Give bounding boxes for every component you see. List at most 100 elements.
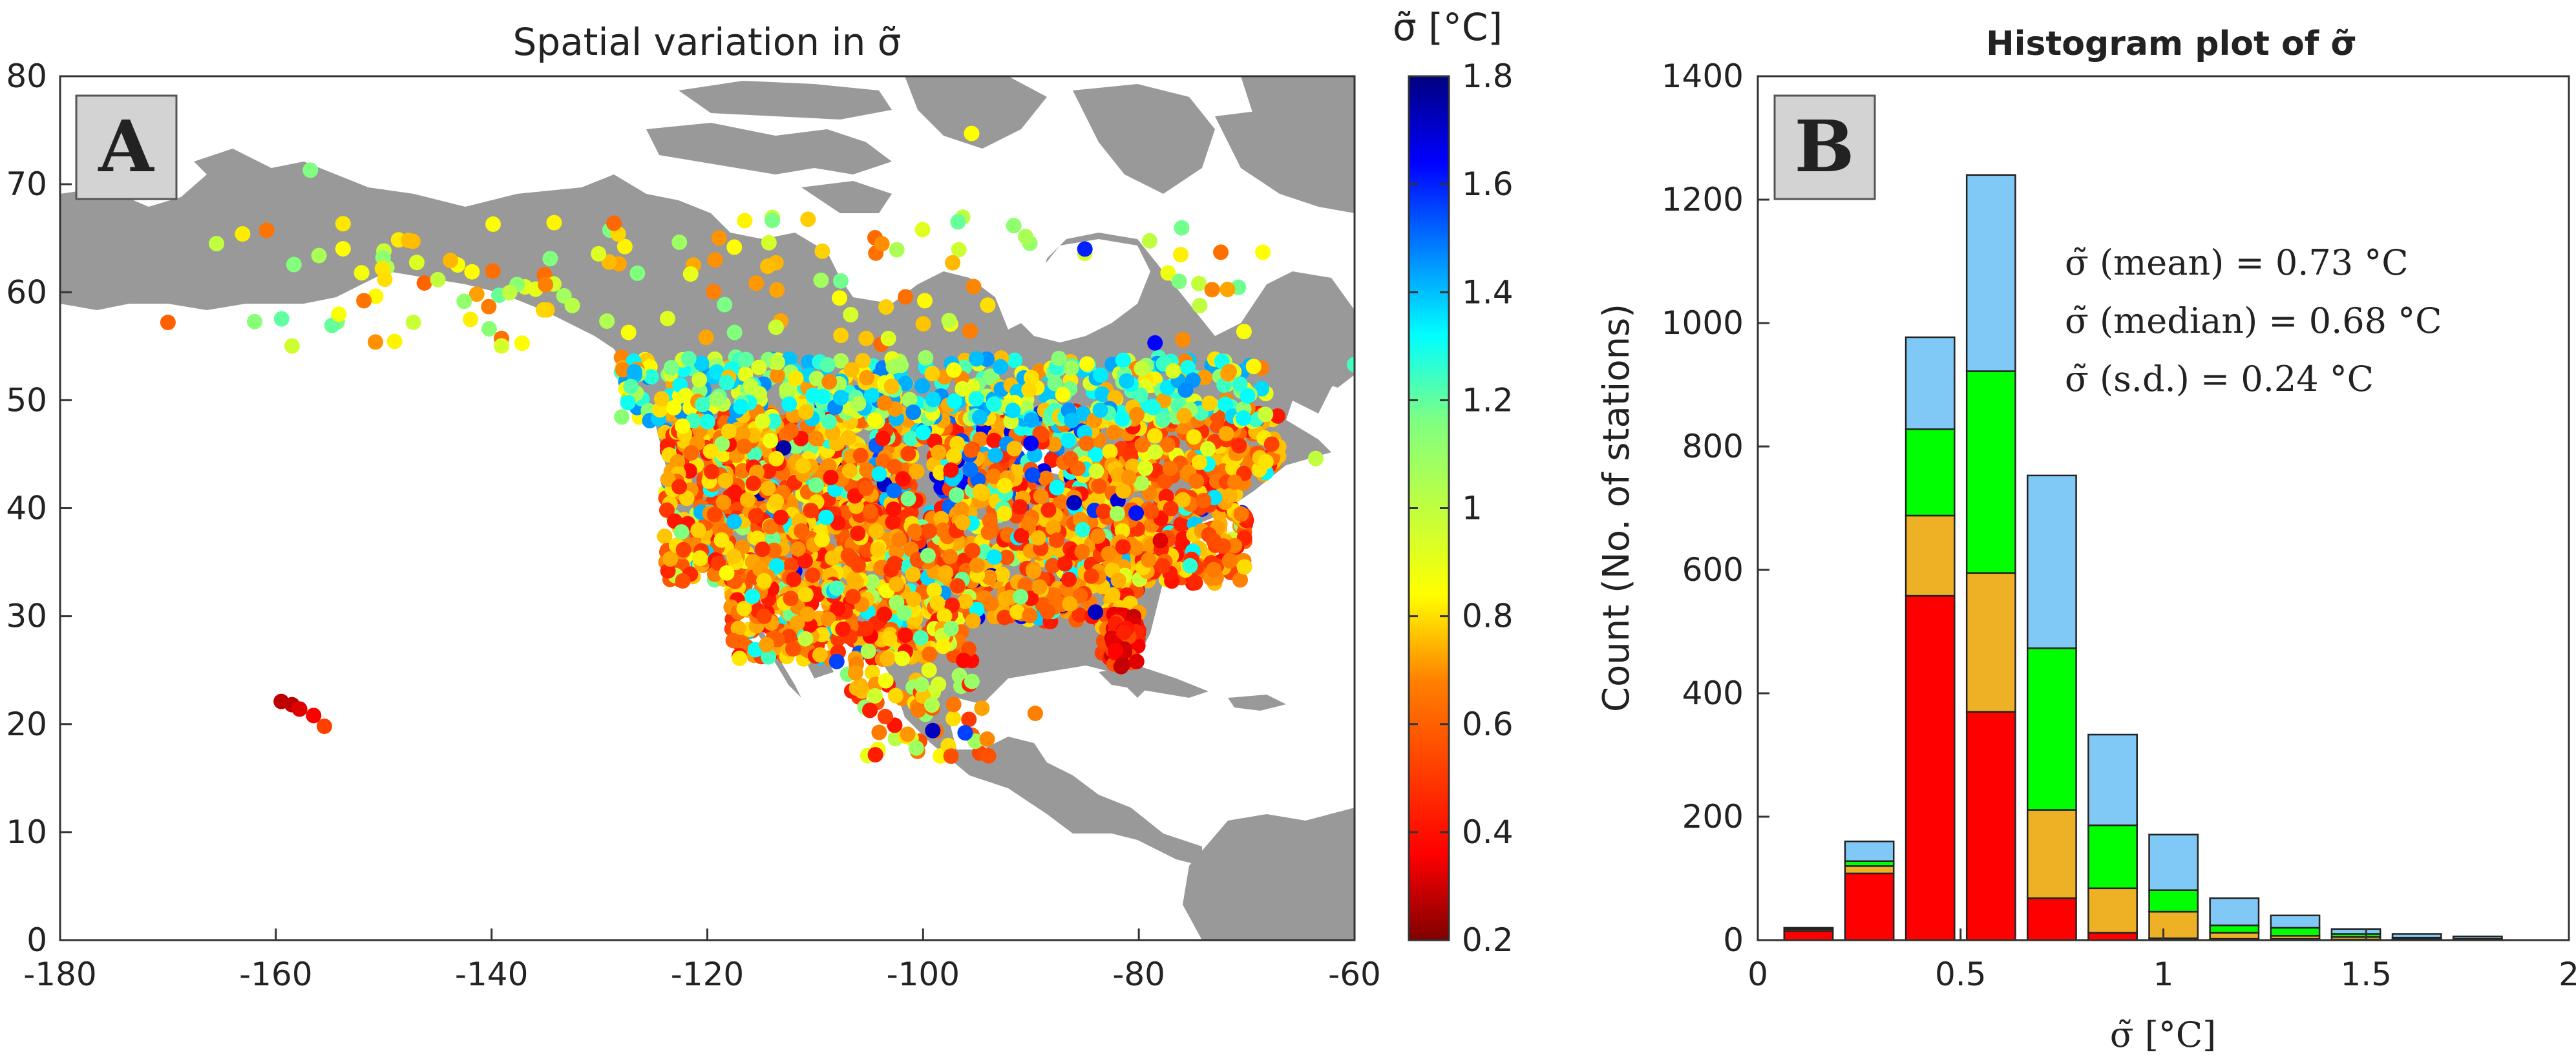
station-point [335, 241, 351, 257]
station-point [863, 387, 880, 403]
hist-bar-segment [1965, 174, 2016, 372]
station-point [814, 243, 830, 259]
station-point [1174, 220, 1190, 236]
station-point [1141, 552, 1157, 568]
station-point [821, 414, 837, 430]
station-point [997, 477, 1013, 494]
hist-bar-segment [2027, 897, 2077, 941]
station-point [1155, 412, 1171, 428]
station-point [1115, 539, 1131, 555]
station-point [1132, 387, 1148, 403]
station-point [1024, 467, 1040, 483]
station-point [481, 299, 497, 315]
station-point [1051, 350, 1067, 366]
station-point [786, 571, 802, 587]
station-point [980, 748, 997, 764]
station-point [1072, 587, 1088, 603]
colorbar-tick-label: 1.6 [1462, 165, 1514, 203]
station-point [709, 391, 725, 407]
station-point [675, 541, 692, 558]
colorbar-tick-label: 0.6 [1462, 706, 1514, 743]
station-point [695, 397, 711, 413]
station-point [835, 621, 851, 637]
station-point [1186, 429, 1202, 445]
station-point [781, 396, 797, 412]
station-point [542, 251, 558, 267]
station-point [754, 541, 770, 558]
station-point [1007, 352, 1023, 368]
station-point [812, 647, 828, 663]
hist-bar-segment [2027, 809, 2077, 899]
station-point [966, 278, 982, 295]
station-point [1254, 381, 1270, 397]
station-point [945, 710, 962, 726]
map-ytick-label: 20 [6, 706, 47, 743]
station-point [898, 289, 914, 305]
station-point [998, 549, 1015, 565]
station-point [709, 364, 725, 380]
station-point [1121, 469, 1137, 485]
hist-bar-segment [1905, 594, 1956, 941]
station-point [953, 501, 969, 517]
station-point [1232, 572, 1249, 588]
hist-xtick-label: 2 [2559, 956, 2576, 993]
station-point [1146, 428, 1163, 444]
station-point [1049, 479, 1065, 496]
station-point [1160, 265, 1176, 281]
station-point [886, 483, 902, 499]
station-point [986, 396, 1002, 412]
station-point [761, 235, 777, 251]
station-point [850, 395, 867, 412]
station-point [1026, 563, 1042, 580]
station-point [1094, 386, 1110, 403]
map-xtick-label: -60 [1328, 956, 1381, 993]
station-point [789, 615, 805, 631]
station-point [1064, 412, 1080, 428]
station-point [1075, 406, 1091, 422]
station-point [847, 665, 863, 681]
station-point [599, 313, 615, 330]
hist-bar-segment [2270, 914, 2321, 929]
station-point [938, 565, 954, 581]
hist-ytick-label: 1400 [1662, 58, 1744, 95]
station-point [1012, 499, 1028, 515]
station-point [626, 364, 642, 380]
station-point [377, 271, 393, 288]
station-point [692, 372, 708, 388]
station-point [714, 435, 730, 452]
station-point [945, 448, 962, 464]
station-point [725, 633, 741, 649]
station-point [1017, 577, 1033, 593]
station-point [1045, 519, 1061, 536]
station-point [907, 523, 923, 540]
station-point [847, 488, 863, 504]
hist-annotation-mean: σ̃ (mean) = 0.73 °C [2065, 242, 2409, 283]
station-point [829, 580, 845, 596]
station-point [964, 673, 980, 689]
colorbar-label: σ̃ [°C] [1393, 5, 1503, 49]
station-point [823, 470, 839, 486]
station-point [730, 620, 746, 636]
station-point [965, 543, 981, 559]
station-point [1176, 408, 1192, 424]
station-point [794, 523, 810, 539]
station-point [931, 445, 947, 461]
station-point [481, 321, 497, 337]
station-point [677, 388, 693, 404]
station-point [766, 542, 782, 558]
station-point [514, 335, 530, 351]
station-point [721, 423, 737, 439]
station-point [1129, 406, 1145, 423]
hist-ytick-label: 400 [1682, 675, 1744, 712]
station-point [783, 423, 799, 439]
station-point [935, 638, 951, 655]
hist-bar-segment [2209, 924, 2260, 934]
station-point [949, 487, 965, 503]
station-point [867, 747, 883, 763]
station-point [891, 532, 907, 548]
station-point [690, 522, 706, 538]
station-point [877, 709, 893, 725]
station-point [1027, 706, 1043, 722]
station-point [862, 503, 878, 519]
station-point [982, 368, 998, 384]
